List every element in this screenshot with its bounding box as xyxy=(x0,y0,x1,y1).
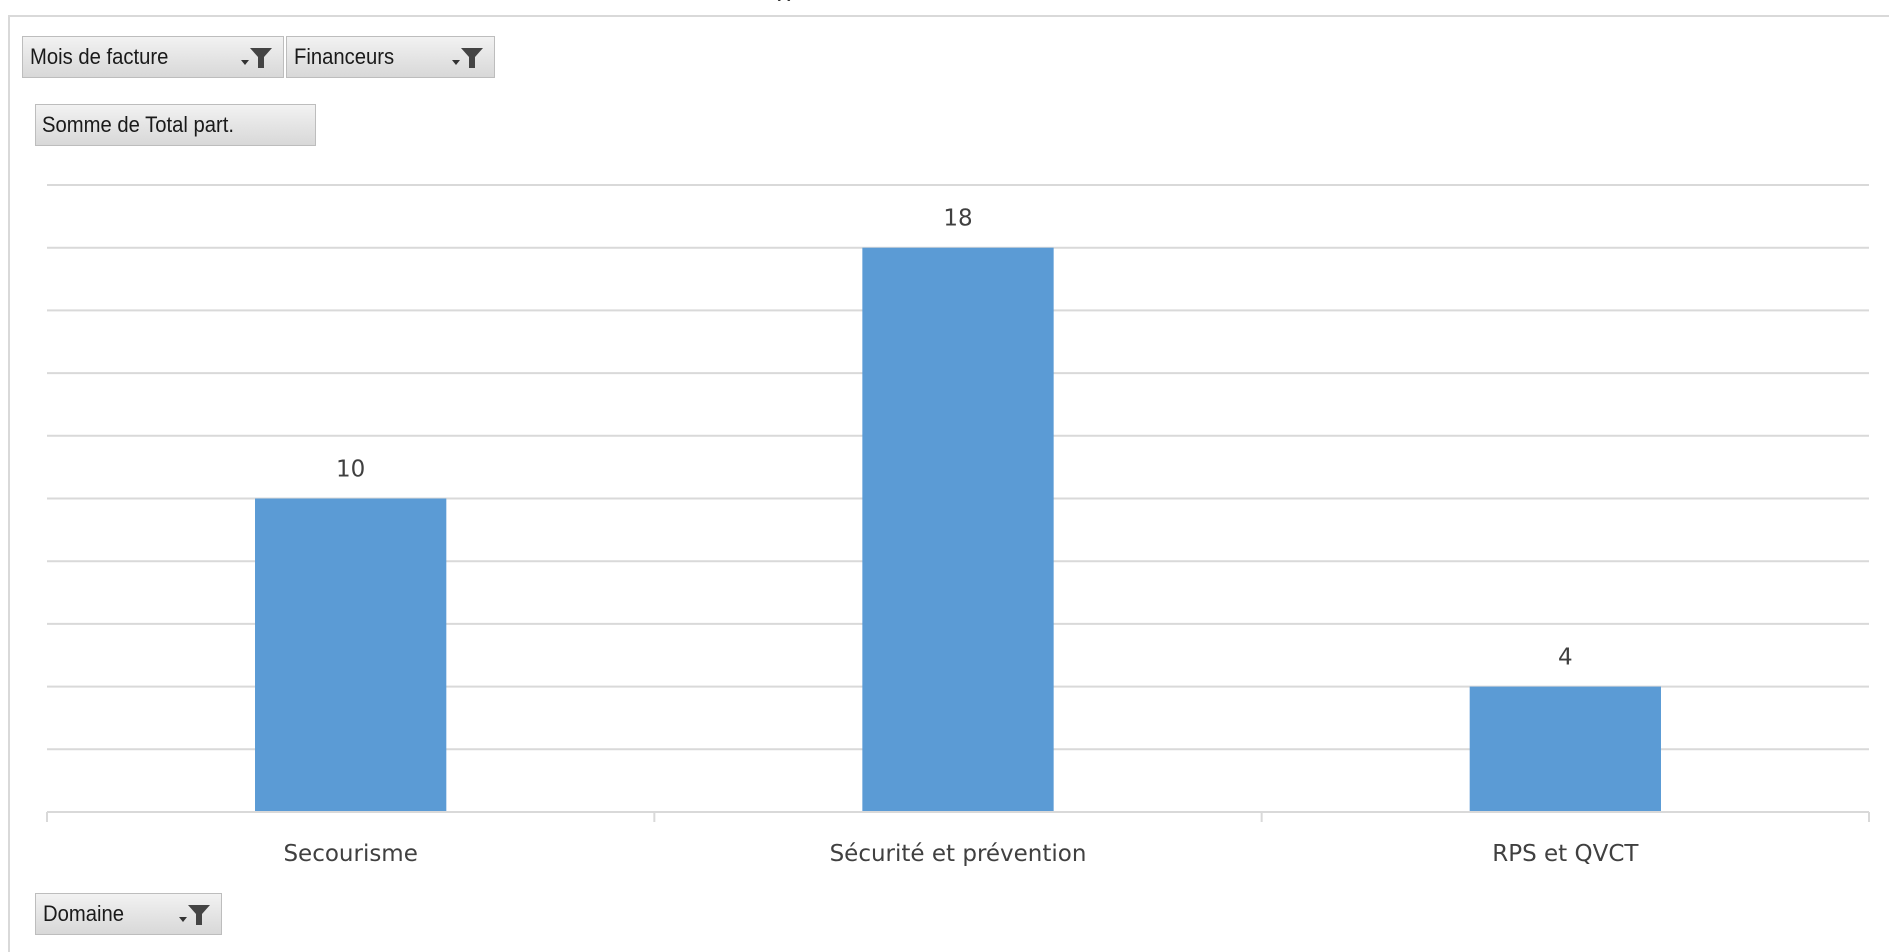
bars xyxy=(255,247,1661,813)
data-label: 4 xyxy=(1558,645,1573,671)
data-label: 18 xyxy=(943,206,972,232)
value-field-button[interactable]: Somme de Total part. xyxy=(35,104,316,146)
category-tick-label: Sécurité et prévention xyxy=(830,841,1087,867)
data-label: 10 xyxy=(336,457,365,483)
bar[interactable] xyxy=(862,247,1054,812)
filter-button-mois-de-facture[interactable]: Mois de facture xyxy=(22,36,284,78)
filter-funnel-icon[interactable] xyxy=(450,46,486,70)
category-axis: Secourisme Sécurité et prévention RPS et Q… xyxy=(46,811,1870,867)
filter-button-domaine[interactable]: Domaine xyxy=(35,893,222,935)
bar[interactable] xyxy=(255,498,447,813)
filter-funnel-icon[interactable] xyxy=(177,903,213,927)
filter-funnel-icon[interactable] xyxy=(239,46,275,70)
cropped-title-fragment: ˆ xyxy=(774,0,810,14)
filter-button-financeurs[interactable]: Financeurs xyxy=(286,36,495,78)
filter-label-financeurs: Financeurs xyxy=(294,44,395,69)
filter-label-mois-de-facture: Mois de facture xyxy=(30,44,169,69)
bar[interactable] xyxy=(1469,686,1661,812)
data-labels: 10 18 4 xyxy=(336,206,1573,671)
filter-label-domaine: Domaine xyxy=(43,901,125,926)
value-field-label: Somme de Total part. xyxy=(42,112,235,137)
category-tick-label: RPS et QVCT xyxy=(1492,841,1639,867)
chart-area-border-top xyxy=(8,15,1889,17)
category-tick-label: Secourisme xyxy=(283,841,417,867)
chart-area-border-left xyxy=(8,15,10,952)
